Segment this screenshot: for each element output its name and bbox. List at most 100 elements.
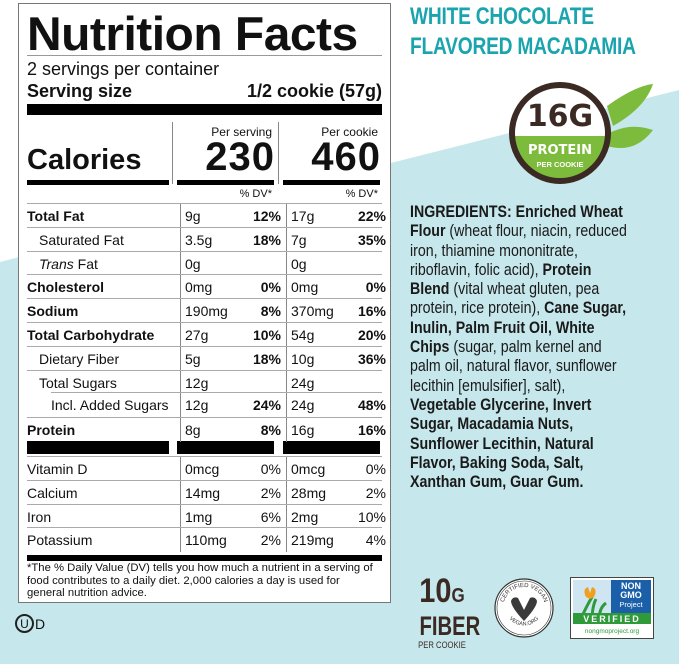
nongmo-url: nongmoproject.org xyxy=(585,628,640,635)
nutrient-name: Vitamin D xyxy=(27,461,87,477)
amount-per-cookie: 7g xyxy=(291,231,307,248)
ingredients-line: iron, thiamine mononitrate, xyxy=(410,242,627,261)
nutrient-row: Saturated Fat 3.5g 18% 7g 35% xyxy=(27,226,386,252)
ingredient-text: (vital wheat gluten, pea xyxy=(449,280,600,299)
nutrient-name: Incl. Added Sugars xyxy=(51,397,169,413)
ingredient-text: (wheat flour, niacin, reduced xyxy=(445,222,627,241)
dv-per-cookie: 16% xyxy=(357,303,386,320)
amount-per-serving: 3.5g xyxy=(185,231,213,248)
nutrient-row: Trans Fat 0g 0g xyxy=(27,250,382,276)
fiber-label: FIBER xyxy=(419,611,481,641)
leaf-icon xyxy=(607,84,653,148)
fiber-badge: 10G FIBER PER COOKIE xyxy=(412,572,481,650)
thick-divider xyxy=(177,441,274,454)
serving-size-label: Serving size xyxy=(27,81,133,101)
vitamin-row: Vitamin D 0mcg 0% 0mcg 0% xyxy=(27,456,386,481)
nutrition-facts-label: Nutrition Facts 2 servings per container… xyxy=(18,3,391,603)
nutrient-name: Total Fat xyxy=(27,208,84,224)
dv-header: % DV* xyxy=(345,188,378,200)
protein-label: PROTEIN xyxy=(528,143,592,158)
nutrient-name-text: Iron xyxy=(27,508,52,525)
nutrient-name: Total Carbohydrate xyxy=(27,327,154,343)
amount-per-cookie: 16g xyxy=(291,422,315,439)
dv-per-cookie: 2% xyxy=(365,484,386,501)
nutrition-facts-title: Nutrition Facts xyxy=(27,7,358,60)
thick-divider xyxy=(283,441,380,454)
nutrient-name-text: Fat xyxy=(73,255,98,272)
nutrient-row: Total Fat 9g 12% 17g 22% xyxy=(27,203,386,228)
ingredient-text: Inulin, Palm Fruit Oil, White xyxy=(410,318,595,337)
protein-amount: 16G xyxy=(527,99,593,134)
ingredient-text: Sunflower Lecithin, Natural xyxy=(410,434,594,453)
dv-per-serving: 18% xyxy=(252,231,281,248)
calories-per-cookie: 460 xyxy=(311,135,381,179)
nongmo-line3: Project xyxy=(619,600,643,609)
thick-divider xyxy=(27,104,382,115)
amount-per-cookie: 370mg xyxy=(291,303,334,320)
nutrient-name-text: Protein xyxy=(27,422,76,439)
non-gmo-badge: NON GMO Project VERIFIED nongmoproject.o… xyxy=(570,577,654,639)
dv-per-cookie: 20% xyxy=(357,327,386,343)
fiber-amount: 10 xyxy=(419,572,452,610)
dv-per-cookie: 22% xyxy=(357,208,386,224)
ingredient-text: iron, thiamine mononitrate, xyxy=(410,241,579,260)
amount-per-serving: 12g xyxy=(185,374,209,391)
nutrient-name: Calcium xyxy=(27,485,78,501)
nutrient-row: Sodium 190mg 8% 370mg 16% xyxy=(27,298,386,324)
dv-per-serving: 12% xyxy=(252,208,281,224)
nutrient-name-text: Total Carbohydrate xyxy=(27,327,155,343)
dv-per-serving: 10% xyxy=(252,327,281,343)
dv-per-cookie: 10% xyxy=(357,508,386,525)
nutrient-row: Incl. Added Sugars 12g 24% 24g 48% xyxy=(27,392,386,418)
nutrient-name-italic: Trans xyxy=(39,255,74,272)
butterfly-icon xyxy=(584,587,596,599)
ingredients-line: Sunflower Lecithin, Natural xyxy=(410,435,627,454)
nongmo-line1: NON xyxy=(621,581,641,591)
nutrient-name: Cholesterol xyxy=(27,279,104,295)
svg-text:VEGAN.ORG: VEGAN.ORG xyxy=(508,616,540,628)
kosher-mark: U D xyxy=(15,614,45,633)
amount-per-serving: 5g xyxy=(185,350,201,367)
ingredient-text: Flour xyxy=(410,222,446,241)
daily-value-footnote: *The % Daily Value (DV) tells you how mu… xyxy=(27,562,373,599)
amount-per-cookie: 24g xyxy=(291,397,315,414)
dv-per-serving: 2% xyxy=(260,532,281,549)
amount-per-serving: 27g xyxy=(185,327,209,343)
vitamin-row: Potassium 110mg 2% 219mg 4% xyxy=(27,527,386,553)
ingredients-line: Chips (sugar, palm kernel and xyxy=(410,338,627,357)
ingredients-line: Inulin, Palm Fruit Oil, White xyxy=(410,319,627,338)
amount-per-serving: 9g xyxy=(185,208,201,224)
vitamin-row: Calcium 14mg 2% 28mg 2% xyxy=(27,479,386,505)
vegan-badge: CERTIFIED VEGAN VEGAN.ORG xyxy=(494,578,554,638)
nutrient-row: Total Sugars 12g 24g xyxy=(27,369,382,395)
dv-header: % DV* xyxy=(239,188,272,200)
nutrient-name-text: Sodium xyxy=(27,303,79,320)
dv-per-serving: 0% xyxy=(260,461,281,477)
dv-per-cookie: 16% xyxy=(357,422,386,439)
fiber-unit: G xyxy=(451,585,465,607)
product-title-line2: FLAVORED MACADAMIA xyxy=(410,33,636,60)
nutrient-name-text: Vitamin D xyxy=(27,461,88,477)
ingredient-text: Vegetable Glycerine, Invert xyxy=(410,395,592,414)
protein-sub: PER COOKIE xyxy=(536,160,583,169)
ingredients-line: protein, rice protein), Cane Sugar, xyxy=(410,299,627,318)
thick-divider xyxy=(27,441,169,454)
ingredients-line: palm oil, natural flavor, sunflower xyxy=(410,357,627,376)
thick-divider xyxy=(283,180,380,185)
ingredients-line: Vegetable Glycerine, Invert xyxy=(410,396,627,415)
ingredient-text: INGREDIENTS: Enriched Wheat xyxy=(410,203,623,221)
dv-per-cookie: 0% xyxy=(365,461,386,477)
amount-per-serving: 110mg xyxy=(185,532,227,549)
kosher-suffix: D xyxy=(35,615,46,632)
ingredient-text: Chips xyxy=(410,338,450,357)
nongmo-verified: VERIFIED xyxy=(583,614,641,624)
dv-per-serving: 6% xyxy=(260,508,281,525)
nutrient-name-text: Total Fat xyxy=(27,208,85,224)
amount-per-cookie: 219mg xyxy=(291,532,334,549)
amount-per-serving: 0g xyxy=(185,255,201,272)
ingredients-list: INGREDIENTS: Enriched Wheat Flour (wheat … xyxy=(410,203,627,492)
divider xyxy=(27,55,382,56)
ingredient-text: Protein xyxy=(542,260,592,279)
ingredient-text: Blend xyxy=(410,280,450,299)
ingredient-text: riboflavin, folic acid), xyxy=(410,260,543,279)
